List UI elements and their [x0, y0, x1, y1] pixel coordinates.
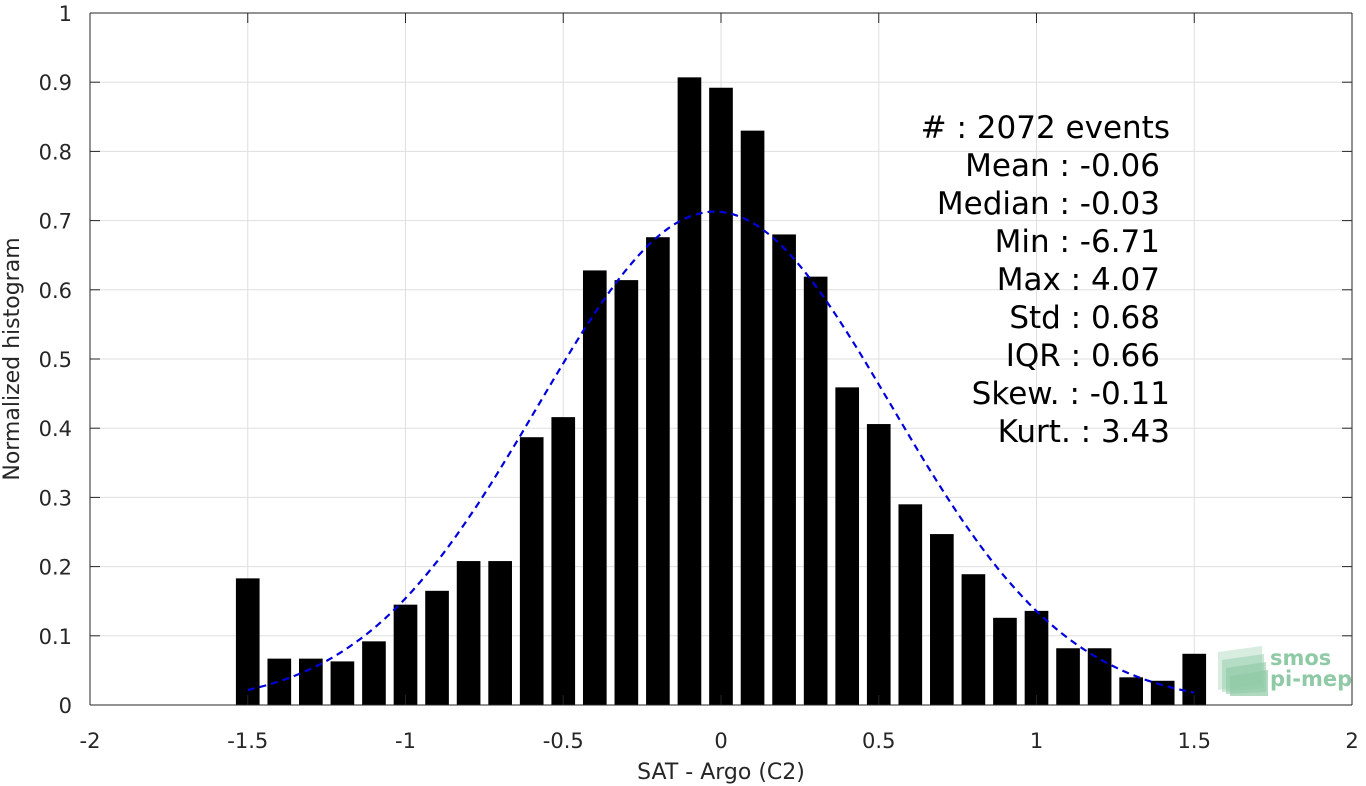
histogram-bar — [393, 604, 418, 705]
y-tick-label: 0 — [59, 694, 72, 718]
histogram-bar — [1024, 610, 1049, 705]
stat-line: Kurt. : 3.43 — [998, 414, 1170, 450]
histogram-bar — [456, 561, 481, 705]
y-tick-label: 0.9 — [39, 71, 72, 95]
y-axis-label: Normalized histogram — [0, 237, 25, 480]
y-tick-label: 0.2 — [39, 556, 72, 580]
y-tick-label: 0.5 — [39, 348, 72, 372]
x-tick-label: 1.5 — [1178, 729, 1211, 753]
y-axis-ticks: 0 0.1 0.2 0.3 0.4 0.5 0.6 0.7 0.8 0.9 1 — [39, 2, 1352, 718]
histogram-bar — [835, 387, 860, 705]
x-tick-label: -1.5 — [227, 729, 268, 753]
histogram-bar — [267, 658, 292, 705]
stat-line: Std : 0.68 — [1009, 300, 1160, 336]
histogram-bar — [772, 234, 796, 705]
histogram-bar — [1056, 648, 1080, 705]
y-tick-label: 1 — [59, 2, 72, 26]
histogram-bars — [235, 77, 1207, 705]
logo-mark-layer — [1230, 670, 1268, 696]
x-axis-label: SAT - Argo (C2) — [637, 760, 805, 785]
histogram-bar — [519, 437, 544, 705]
histogram-bar — [488, 561, 512, 705]
stat-line: Min : -6.71 — [995, 224, 1160, 260]
y-tick-label: 0.1 — [39, 625, 72, 649]
stat-line: IQR : 0.66 — [1006, 338, 1160, 374]
histogram-bar — [1119, 677, 1143, 705]
logo-text-pimep: pi-mep — [1270, 667, 1352, 691]
histogram-bar — [614, 280, 639, 705]
stat-line: # : 2072 events — [921, 110, 1170, 146]
histogram-bar — [677, 77, 702, 705]
histogram-bar — [551, 417, 576, 705]
histogram-bar — [299, 658, 323, 705]
x-axis-ticks: -2 -1.5 -1 -0.5 0 0.5 1 1.5 2 — [80, 13, 1359, 753]
x-tick-label: 2 — [1345, 729, 1358, 753]
stat-line: Mean : -0.06 — [965, 148, 1160, 184]
x-tick-label: 1 — [1030, 729, 1043, 753]
stat-line: Max : 4.07 — [997, 262, 1160, 298]
y-tick-label: 0.6 — [39, 279, 72, 303]
histogram-bar — [740, 130, 765, 705]
histogram-bar — [1087, 648, 1112, 705]
histogram-bar — [362, 641, 386, 705]
normal-fit-curve — [247, 210, 1195, 694]
y-tick-label: 0.8 — [39, 140, 72, 164]
histogram-bar — [582, 270, 607, 705]
x-tick-label: 0 — [714, 729, 727, 753]
histogram-bar — [803, 276, 828, 705]
y-tick-label: 0.7 — [39, 210, 72, 234]
histogram-bar — [898, 504, 923, 705]
histogram-bar — [993, 617, 1017, 705]
histogram-bar — [709, 87, 733, 705]
x-tick-label: -2 — [80, 729, 101, 753]
y-tick-label: 0.4 — [39, 417, 72, 441]
x-tick-label: 0.5 — [862, 729, 895, 753]
x-tick-label: -0.5 — [543, 729, 584, 753]
stat-line: Median : -0.03 — [937, 186, 1160, 222]
x-tick-label: -1 — [395, 729, 416, 753]
histogram-bar — [866, 424, 891, 705]
histogram-bar — [425, 590, 449, 705]
histogram-bar — [235, 578, 260, 705]
histogram-bar — [961, 574, 986, 705]
histogram-bar — [1182, 653, 1207, 705]
y-tick-label: 0.3 — [39, 486, 72, 510]
logo-text-smos: smos — [1270, 646, 1331, 670]
histogram-bar — [330, 661, 355, 705]
histogram-bar — [930, 534, 954, 705]
stat-line: Skew. : -0.11 — [972, 376, 1170, 412]
histogram-bar — [646, 237, 670, 705]
